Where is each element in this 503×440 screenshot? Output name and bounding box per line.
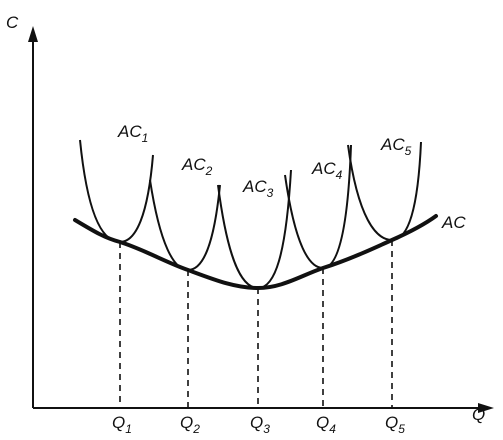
x-axis-label: Q xyxy=(472,405,485,424)
curve-label-text: AC xyxy=(242,177,267,196)
quantity-label: Q5 xyxy=(385,413,405,436)
curve-label: AC4 xyxy=(311,159,343,182)
curve-label-text: AC xyxy=(117,122,142,141)
curve-label: AC1 xyxy=(117,122,148,145)
quantity-label-text: Q xyxy=(180,413,193,432)
quantity-label-subscript: 3 xyxy=(263,422,270,436)
y-axis-label: C xyxy=(6,13,19,32)
curve-label-text: AC xyxy=(380,135,405,154)
curve-label: AC3 xyxy=(242,177,274,200)
quantity-label-text: Q xyxy=(112,413,125,432)
curve-label-subscript: 1 xyxy=(142,131,149,145)
curve-label-subscript: 3 xyxy=(267,186,274,200)
quantity-label-subscript: 5 xyxy=(398,422,405,436)
curve-label-subscript: 2 xyxy=(205,164,213,178)
quantity-label-subscript: 4 xyxy=(329,422,336,436)
long-run-label: AC xyxy=(441,213,466,232)
quantity-label-text: Q xyxy=(385,413,398,432)
quantity-label: Q1 xyxy=(112,413,132,436)
quantity-label-text: Q xyxy=(250,413,263,432)
quantity-label: Q3 xyxy=(250,413,270,436)
x-axis-arrow xyxy=(478,403,494,413)
quantity-label-subscript: 1 xyxy=(125,422,132,436)
quantity-label: Q2 xyxy=(180,413,200,436)
y-axis-arrow xyxy=(28,26,38,42)
curve-label-text: AC xyxy=(311,159,336,178)
curve-label-subscript: 5 xyxy=(405,144,412,158)
curve-label-text: AC xyxy=(181,155,206,174)
curve-label: AC2 xyxy=(181,155,213,178)
curve-label: AC5 xyxy=(380,135,412,158)
curve-label-subscript: 4 xyxy=(336,168,343,182)
quantity-label: Q4 xyxy=(316,413,336,436)
quantity-label-subscript: 2 xyxy=(192,422,200,436)
long-run-curve xyxy=(73,214,438,291)
quantity-label-text: Q xyxy=(316,413,329,432)
